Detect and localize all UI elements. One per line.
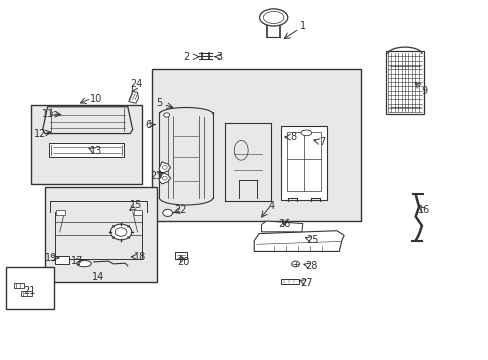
Text: 13: 13 xyxy=(90,147,102,157)
Text: 10: 10 xyxy=(90,94,102,104)
Bar xyxy=(389,66,419,107)
Circle shape xyxy=(110,224,132,240)
Text: 8: 8 xyxy=(289,132,296,142)
Text: 27: 27 xyxy=(300,278,312,288)
Polygon shape xyxy=(261,221,302,232)
Bar xyxy=(133,210,142,215)
Text: 19: 19 xyxy=(45,253,58,263)
Text: 26: 26 xyxy=(278,219,290,229)
Bar xyxy=(281,279,299,284)
Bar xyxy=(286,132,321,191)
Ellipse shape xyxy=(301,130,311,136)
Polygon shape xyxy=(159,172,170,184)
Bar xyxy=(152,69,361,221)
Text: 15: 15 xyxy=(130,200,142,210)
Text: 17: 17 xyxy=(70,256,83,266)
Text: 21: 21 xyxy=(23,287,36,296)
Text: 1: 1 xyxy=(299,21,305,31)
Bar xyxy=(175,252,187,259)
Text: 5: 5 xyxy=(156,98,162,108)
Bar xyxy=(30,105,142,184)
Polygon shape xyxy=(254,231,344,251)
Text: 3: 3 xyxy=(216,52,222,62)
Text: 23: 23 xyxy=(149,171,162,181)
Bar xyxy=(49,143,124,157)
Text: 24: 24 xyxy=(130,79,142,89)
Bar xyxy=(21,292,31,296)
Text: 9: 9 xyxy=(421,86,427,96)
Bar xyxy=(55,256,69,264)
Polygon shape xyxy=(128,91,138,103)
Circle shape xyxy=(291,261,299,267)
Bar xyxy=(56,210,65,215)
Ellipse shape xyxy=(263,12,284,23)
Bar xyxy=(45,187,157,282)
Text: 18: 18 xyxy=(134,252,146,262)
Text: 6: 6 xyxy=(145,120,151,130)
Bar xyxy=(281,126,326,200)
Text: 11: 11 xyxy=(41,109,54,118)
Circle shape xyxy=(115,228,127,236)
Bar xyxy=(14,283,24,288)
Text: 28: 28 xyxy=(305,261,317,271)
Text: 7: 7 xyxy=(319,138,325,148)
Circle shape xyxy=(52,112,57,115)
Ellipse shape xyxy=(77,260,91,267)
Text: 2: 2 xyxy=(183,52,189,62)
Circle shape xyxy=(163,209,172,216)
Text: 20: 20 xyxy=(177,257,189,267)
Circle shape xyxy=(162,166,167,169)
Text: 22: 22 xyxy=(174,205,186,215)
Circle shape xyxy=(163,113,169,117)
Bar xyxy=(6,267,54,309)
Polygon shape xyxy=(159,162,170,173)
Bar xyxy=(385,51,424,114)
Circle shape xyxy=(162,176,167,180)
Text: 25: 25 xyxy=(305,235,318,245)
Text: 16: 16 xyxy=(417,205,429,215)
Text: 12: 12 xyxy=(34,129,46,139)
Text: 14: 14 xyxy=(91,272,103,282)
Text: 4: 4 xyxy=(267,201,274,211)
Ellipse shape xyxy=(259,9,287,26)
